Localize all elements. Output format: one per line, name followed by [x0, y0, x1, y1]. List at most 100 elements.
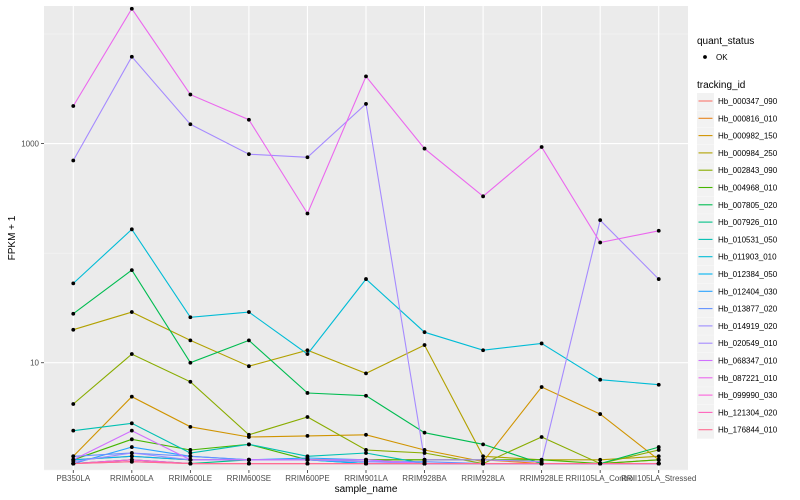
- data-point: [188, 461, 193, 466]
- data-point: [71, 402, 76, 406]
- data-point: [656, 445, 661, 449]
- x-tick-label: RRIM600LA: [110, 474, 154, 483]
- legend-label-Hb_020549_010: Hb_020549_010: [718, 339, 778, 348]
- data-point: [71, 327, 76, 332]
- series-points: [71, 6, 661, 466]
- legend-label-Hb_087221_010: Hb_087221_010: [718, 374, 778, 383]
- data-point: [188, 424, 193, 429]
- data-point: [656, 457, 661, 462]
- data-point: [247, 117, 251, 122]
- data-point: [598, 457, 603, 462]
- data-point: [188, 92, 193, 97]
- legend-label-Hb_002843_090: Hb_002843_090: [718, 166, 778, 175]
- data-point: [71, 311, 76, 316]
- data-point: [71, 457, 76, 462]
- data-point: [129, 428, 134, 433]
- data-point: [364, 102, 368, 106]
- x-tick-label: PB350LA: [56, 474, 90, 483]
- data-point: [364, 393, 368, 398]
- data-point: [129, 227, 134, 232]
- data-point: [656, 382, 661, 387]
- data-point: [364, 448, 368, 452]
- data-point: [656, 228, 661, 233]
- data-point: [481, 442, 485, 447]
- data-point: [656, 454, 661, 459]
- data-point: [422, 330, 427, 335]
- data-point: [129, 54, 134, 59]
- data-point: [247, 310, 251, 314]
- legend-label-Hb_004968_010: Hb_004968_010: [718, 184, 778, 193]
- legend-ok-point: [703, 55, 707, 59]
- data-point: [305, 211, 310, 216]
- x-tick-label: RRIM901LA: [344, 474, 388, 483]
- data-point: [598, 461, 603, 466]
- data-point: [539, 461, 544, 466]
- y-tick-label: 1000: [21, 140, 39, 149]
- data-point: [129, 437, 134, 442]
- data-point: [481, 457, 485, 462]
- data-point: [656, 277, 661, 281]
- legend-label-Hb_000984_250: Hb_000984_250: [718, 149, 778, 158]
- x-tick-label: RRIM600PE: [285, 474, 329, 483]
- legend-label-Hb_176844_010: Hb_176844_010: [718, 426, 778, 435]
- legend-label-Hb_068347_010: Hb_068347_010: [718, 357, 778, 366]
- data-point: [539, 145, 544, 149]
- data-point: [247, 364, 251, 369]
- x-axis-title: sample_name: [335, 484, 398, 495]
- x-tick-label: RRII105LA_Stressed: [621, 474, 696, 483]
- data-point: [481, 454, 485, 459]
- data-point: [481, 194, 485, 199]
- y-tick-label: 10: [30, 359, 39, 368]
- data-point: [129, 459, 134, 464]
- data-point: [71, 454, 76, 459]
- data-point: [364, 432, 368, 437]
- data-point: [71, 158, 76, 163]
- data-point: [247, 432, 251, 437]
- data-point: [188, 454, 193, 459]
- legend-label-Hb_013877_020: Hb_013877_020: [718, 305, 778, 314]
- legend-tracking-title: tracking_id: [697, 80, 745, 91]
- legend-label-Hb_012404_030: Hb_012404_030: [718, 287, 778, 296]
- data-point: [598, 218, 603, 223]
- x-tick-label: RRIM928LA: [461, 474, 505, 483]
- data-point: [539, 385, 544, 389]
- data-point: [129, 394, 134, 399]
- data-point: [422, 430, 427, 435]
- data-point: [422, 448, 427, 452]
- data-point: [305, 415, 310, 419]
- data-point: [129, 454, 134, 459]
- data-point: [305, 433, 310, 438]
- data-point: [71, 428, 76, 433]
- data-point: [539, 435, 544, 439]
- data-point: [247, 457, 251, 462]
- legend-label-Hb_012384_050: Hb_012384_050: [718, 270, 778, 279]
- data-point: [364, 74, 368, 79]
- data-point: [71, 281, 76, 286]
- legend-label-Hb_010531_050: Hb_010531_050: [718, 235, 778, 244]
- data-point: [188, 448, 193, 452]
- data-point: [422, 457, 427, 462]
- data-point: [188, 360, 193, 365]
- data-point: [188, 315, 193, 320]
- data-point: [481, 461, 485, 466]
- y-axis-title: FPKM + 1: [7, 215, 18, 260]
- legend-label-Hb_099990_030: Hb_099990_030: [718, 391, 778, 400]
- data-point: [598, 377, 603, 382]
- x-tick-label: RRIM928LE: [520, 474, 564, 483]
- x-tick-label: RRIM600SE: [227, 474, 271, 483]
- axes: 10 1000 PB350LA RRIM600LA RRIM600LE RRIM600SE…: [21, 140, 696, 483]
- data-point: [422, 451, 427, 455]
- data-point: [305, 352, 310, 356]
- data-point: [364, 277, 368, 281]
- legend: quant_status OK tracking_id Hb_000347_09…: [697, 36, 778, 439]
- data-point: [129, 445, 134, 449]
- data-point: [364, 451, 368, 455]
- data-point: [129, 451, 134, 455]
- data-point: [247, 152, 251, 157]
- data-point: [364, 461, 368, 466]
- data-point: [305, 457, 310, 462]
- data-point: [188, 379, 193, 384]
- data-point: [71, 104, 76, 108]
- legend-items: Hb_000347_090 Hb_000816_010 Hb_000982_150 H…: [697, 93, 778, 439]
